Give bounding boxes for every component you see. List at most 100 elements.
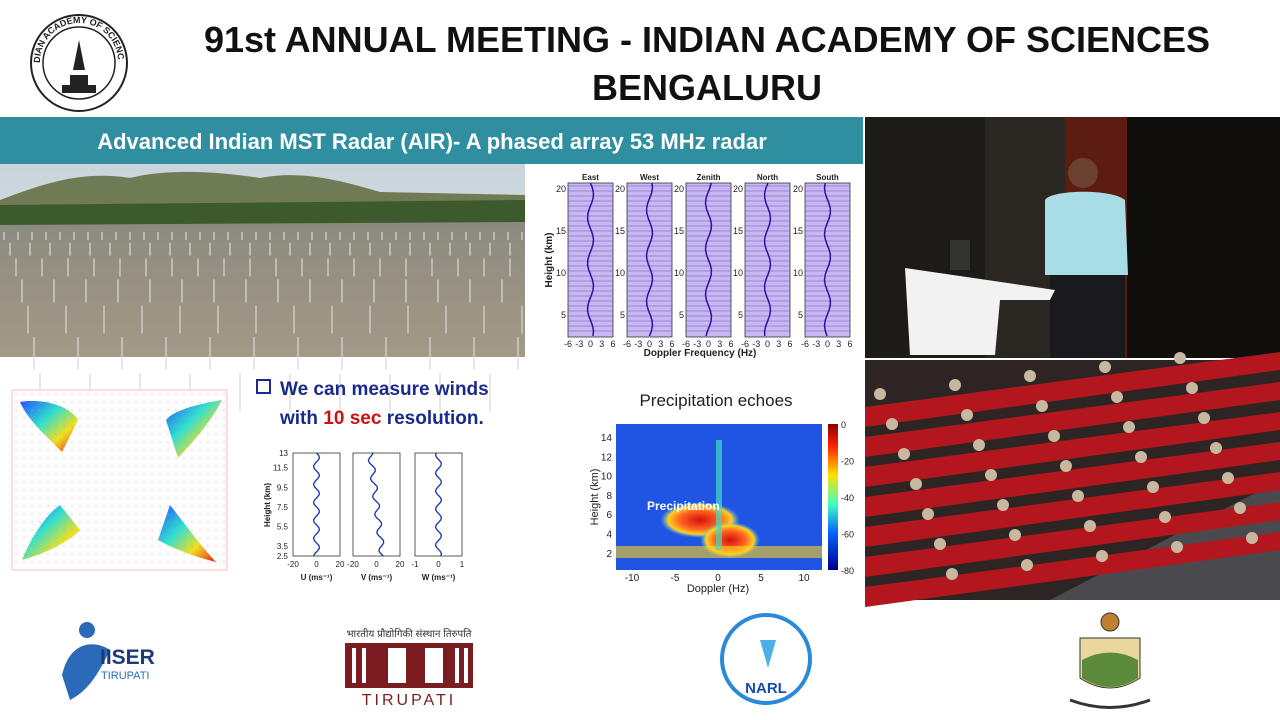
grid-dot	[103, 401, 105, 403]
grid-dot	[87, 497, 89, 499]
grid-dot	[151, 417, 153, 419]
grid-dot	[31, 409, 33, 411]
grid-dot	[207, 545, 209, 547]
seat-row	[865, 382, 1280, 457]
grid-dot	[15, 513, 17, 515]
grid-dot	[87, 513, 89, 515]
grid-dot	[79, 513, 81, 515]
grid-dot	[119, 409, 121, 411]
grid-dot	[143, 529, 145, 531]
grid-dot	[87, 401, 89, 403]
grid-dot	[223, 553, 225, 555]
grid-dot	[199, 529, 201, 531]
grid-dot	[207, 433, 209, 435]
profile-peak	[704, 182, 713, 337]
grid-dot	[23, 473, 25, 475]
grid-dot	[199, 425, 201, 427]
grid-dot	[55, 449, 57, 451]
grid-dot	[103, 489, 105, 491]
colorbar-tick-label: -20	[841, 457, 854, 467]
grid-dot	[151, 489, 153, 491]
grid-dot	[159, 489, 161, 491]
grid-dot	[207, 425, 209, 427]
grid-dot	[55, 489, 57, 491]
grid-dot	[207, 393, 209, 395]
y-tick-label: 8	[606, 491, 612, 502]
grid-dot	[31, 441, 33, 443]
grid-dot	[15, 409, 17, 411]
x-tick-label: 3	[599, 339, 604, 349]
grid-dot	[183, 497, 185, 499]
grid-dot	[39, 441, 41, 443]
grid-dot	[223, 409, 225, 411]
grid-dot	[23, 433, 25, 435]
grid-dot	[119, 401, 121, 403]
grid-dot	[215, 545, 217, 547]
grid-dot	[47, 433, 49, 435]
y-tick-label: 10	[601, 472, 613, 483]
grid-dot	[111, 513, 113, 515]
x-tick-label: 0	[436, 560, 441, 569]
grid-dot	[143, 497, 145, 499]
grid-dot	[31, 449, 33, 451]
grid-dot	[63, 457, 65, 459]
grid-dot	[71, 473, 73, 475]
grid-dot	[47, 521, 49, 523]
grid-dot	[79, 441, 81, 443]
x-tick-label: 3	[658, 339, 663, 349]
x-tick-label: -1	[411, 560, 419, 569]
grid-dot	[135, 457, 137, 459]
grid-dot	[191, 553, 193, 555]
audience-member	[1246, 532, 1258, 544]
grid-dot	[127, 521, 129, 523]
grid-dot	[175, 425, 177, 427]
grid-dot	[223, 473, 225, 475]
y-tick-label: 13	[279, 449, 288, 458]
grid-dot	[79, 393, 81, 395]
grid-dot	[15, 457, 17, 459]
grid-dot	[63, 529, 65, 531]
grid-dot	[167, 505, 169, 507]
bullet-highlight: 10 sec	[323, 408, 382, 429]
grid-dot	[223, 457, 225, 459]
grid-dot	[191, 457, 193, 459]
y-tick-label: 4	[606, 530, 612, 541]
grid-dot	[207, 457, 209, 459]
grid-dot	[39, 521, 41, 523]
grid-dot	[39, 505, 41, 507]
grid-dot	[183, 529, 185, 531]
grid-dot	[55, 473, 57, 475]
grid-dot	[127, 393, 129, 395]
grid-dot	[215, 401, 217, 403]
wind-panel	[352, 452, 401, 557]
grid-dot	[79, 481, 81, 483]
grid-dot	[111, 529, 113, 531]
grid-dot	[39, 393, 41, 395]
grid-dot	[119, 417, 121, 419]
grid-dot	[127, 457, 129, 459]
audience-member	[1135, 451, 1147, 463]
grid-dot	[55, 441, 57, 443]
profile-peak	[823, 182, 832, 337]
grid-dot	[15, 441, 17, 443]
grid-dot	[23, 489, 25, 491]
grid-dot	[71, 529, 73, 531]
grid-dot	[15, 545, 17, 547]
grid-dot	[167, 529, 169, 531]
grid-dot	[207, 529, 209, 531]
grid-dot	[79, 561, 81, 563]
grid-dot	[95, 473, 97, 475]
grid-dot	[159, 449, 161, 451]
grid-dot	[63, 545, 65, 547]
grid-dot	[199, 441, 201, 443]
grid-dot	[191, 433, 193, 435]
y-tick-label: 15	[733, 226, 743, 236]
grid-dot	[151, 537, 153, 539]
grid-dot	[31, 537, 33, 539]
grid-dot	[135, 497, 137, 499]
grid-dot	[159, 425, 161, 427]
grid-dot	[103, 505, 105, 507]
grid-dot	[159, 505, 161, 507]
grid-dot	[79, 425, 81, 427]
grid-dot	[199, 449, 201, 451]
